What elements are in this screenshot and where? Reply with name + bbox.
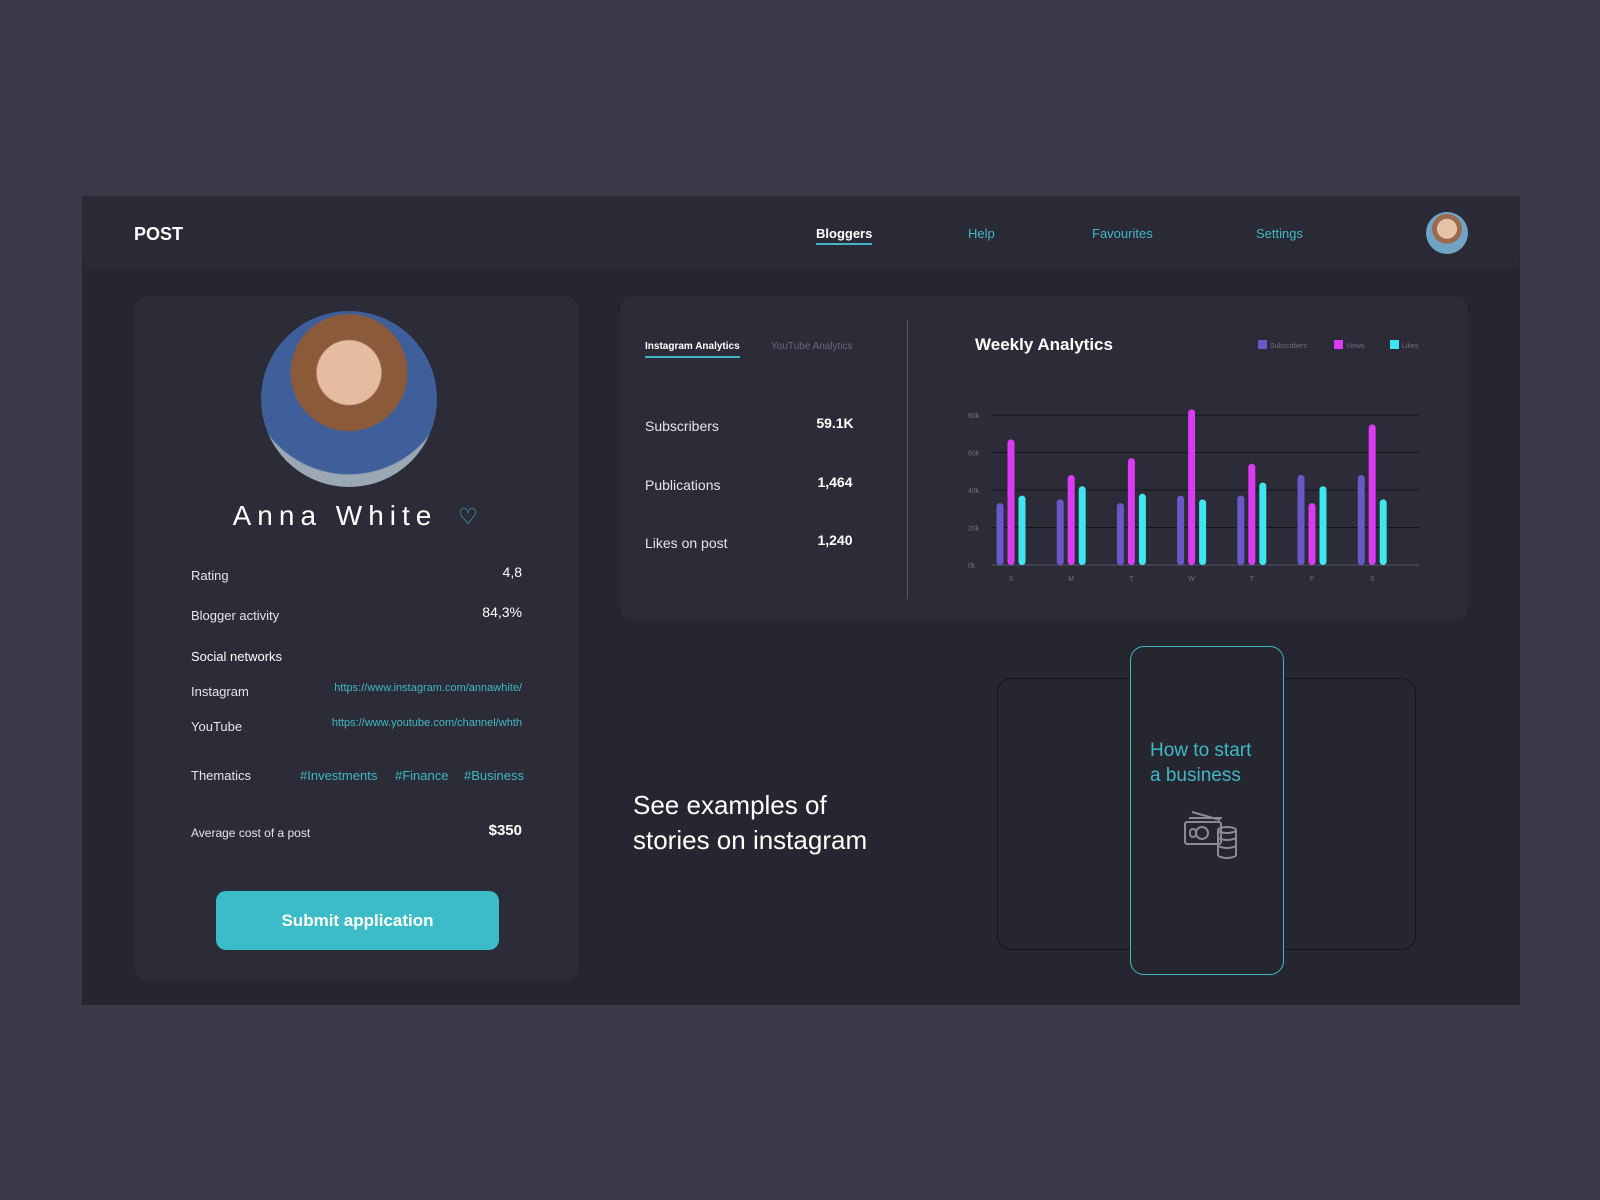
stories-text: See examples of stories on instagram [633,790,868,855]
stat-label: Subscribers [645,418,719,434]
bar [1248,463,1256,565]
stat-label: Likes on post [645,535,728,551]
chart-title: Weekly Analytics [975,335,1113,354]
tab[interactable]: YouTube Analytics [771,341,853,352]
bar [1116,503,1124,565]
bar [1319,486,1327,565]
bar [1357,475,1365,565]
bar [996,503,1004,565]
row-value: 4,8 [502,564,522,580]
bar [1237,495,1245,565]
legend-label: Views [1346,343,1365,350]
legend-label: Likes [1402,343,1419,350]
section-title: Social networks [191,649,283,664]
bar [1379,499,1387,565]
logo: POST [134,224,184,244]
legend-swatch [1258,340,1267,349]
profile-photo [261,311,437,487]
thematics-label: Thematics [191,768,251,783]
social-label: YouTube [191,719,243,734]
x-tick-label: T [1250,576,1255,583]
stat-value: 1,464 [817,473,853,490]
profile-name: Anna White [232,500,438,531]
y-tick-label: 60k [968,451,980,458]
x-tick-label: T [1129,576,1134,583]
bar [1188,409,1196,565]
divider [907,320,908,599]
bar [1078,486,1086,565]
bar [1177,495,1185,565]
bar [1067,475,1075,565]
social-label: Instagram [191,684,249,699]
submit-button[interactable]: Submit application [216,891,499,950]
bar [1297,475,1305,565]
x-tick-label: F [1310,576,1314,583]
social-link[interactable]: https://www.instagram.com/annawhite/ [334,682,522,694]
cost-value: $350 [488,822,522,839]
row-label: Blogger activity [191,608,280,623]
nav-link[interactable]: Bloggers [816,226,873,245]
story-card-text: How to start a business [1150,740,1252,786]
y-tick-label: 20k [968,526,980,533]
tag[interactable]: #Investments [300,768,378,783]
story-phone[interactable] [1130,646,1284,975]
row-label: Rating [191,568,229,583]
bar [1056,499,1064,565]
nav-link[interactable]: Help [968,226,995,241]
row-value: 84,3% [482,604,522,620]
nav-link[interactable]: Favourites [1092,226,1153,241]
social-link[interactable]: https://www.youtube.com/channel/whth [331,717,522,729]
bar [1007,439,1015,565]
money-icon [1184,811,1237,859]
stat-value: 59.1K [816,415,854,431]
y-tick-label: 80k [968,413,980,420]
bar [1199,499,1207,565]
bar [1127,458,1135,565]
bar [1368,424,1376,565]
cost-label: Average cost of a post [191,826,311,840]
bar [1308,503,1316,565]
top-bar [82,196,1520,270]
y-tick-label: 0k [968,563,976,570]
bar [1018,495,1026,565]
nav-link[interactable]: Settings [1256,226,1303,241]
tag[interactable]: #Finance [395,768,449,783]
x-tick-label: W [1188,576,1195,583]
avatar[interactable] [1426,212,1468,254]
heart-icon[interactable]: ♡ [458,504,478,529]
legend-label: Subscribers [1270,343,1307,350]
legend-swatch [1390,340,1399,349]
x-tick-label: S [1370,576,1375,583]
bar [1259,482,1267,565]
y-tick-label: 40k [968,488,980,495]
legend-swatch [1334,340,1343,349]
x-tick-label: S [1009,576,1014,583]
stat-label: Publications [645,476,721,493]
x-tick-label: M [1068,576,1074,583]
stat-value: 1,240 [817,532,853,548]
tab[interactable]: Instagram Analytics [645,341,740,358]
analytics-card [620,296,1468,621]
bar [1138,493,1146,565]
tag[interactable]: #Business [464,768,524,783]
